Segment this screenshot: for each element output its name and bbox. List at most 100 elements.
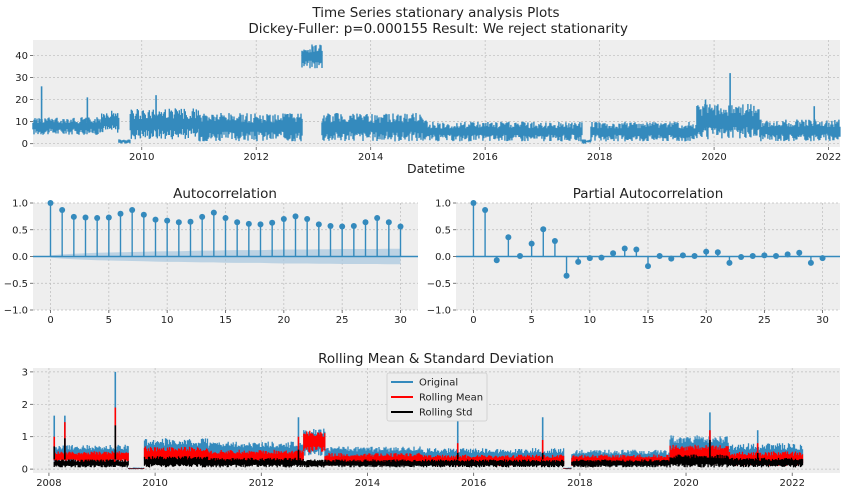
pacf-y-tick-label: −1.0 <box>427 306 451 317</box>
acf-marker <box>187 218 194 225</box>
rolling-y-tick-label: 1 <box>22 432 28 443</box>
pacf-marker <box>610 250 617 257</box>
rolling-y-tick-label: 3 <box>22 367 28 378</box>
pacf-marker <box>505 234 512 241</box>
rolling-x-tick-label: 2020 <box>673 478 698 489</box>
acf-marker <box>70 213 77 220</box>
acf-y-tick-label: 0.5 <box>12 225 28 236</box>
rolling-x-tick-label: 2008 <box>36 478 61 489</box>
pacf-x-tick-label: 30 <box>816 315 829 326</box>
pacf-x-tick-label: 10 <box>583 315 596 326</box>
acf-marker <box>315 221 322 228</box>
acf-marker <box>59 206 66 213</box>
acf-marker <box>269 219 276 226</box>
figure-title-line1: Time Series stationary analysis Plots <box>311 5 559 21</box>
acf-title: Autocorrelation <box>173 186 277 202</box>
pacf-marker <box>773 252 779 259</box>
acf-marker <box>210 209 217 216</box>
legend-rolling-mean-label: Rolling Mean <box>419 393 483 404</box>
acf-marker <box>234 219 241 226</box>
timeseries-x-tick-label: 2022 <box>816 152 841 163</box>
pacf-marker <box>703 248 710 255</box>
pacf-marker <box>796 249 803 256</box>
acf-marker <box>82 214 89 221</box>
acf-marker <box>292 213 299 220</box>
acf-x-ticks: 0 5 10 15 20 25 30 <box>47 310 407 326</box>
acf-marker <box>117 210 124 217</box>
pacf-marker <box>493 257 500 264</box>
acf-marker <box>105 214 112 221</box>
pacf-marker <box>819 255 826 262</box>
pacf-y-tick-label: −0.5 <box>427 279 451 290</box>
acf-marker <box>362 219 369 226</box>
figure-title-line2: Dickey-Fuller: p=0.000155 Result: We rej… <box>244 21 628 37</box>
timeseries-x-tick-label: 2012 <box>243 152 268 163</box>
timeseries-x-tick-label: 2016 <box>472 152 497 163</box>
acf-x-tick-label: 5 <box>106 315 112 326</box>
acf-marker <box>350 223 357 230</box>
acf-marker <box>164 217 171 224</box>
pacf-y-tick-label: 1.0 <box>435 199 451 210</box>
pacf-marker <box>784 251 791 258</box>
rolling-x-tick-label: 2012 <box>249 478 274 489</box>
pacf-y-ticks: −1.0 −0.5 0.0 0.5 1.0 <box>427 199 456 317</box>
pacf-x-tick-label: 25 <box>758 315 771 326</box>
pacf-marker <box>575 258 582 265</box>
timeseries-x-axis-label: Datetime <box>407 161 465 176</box>
pacf-marker <box>726 259 733 266</box>
legend-original-label: Original <box>419 378 458 389</box>
rolling-grid <box>33 368 840 473</box>
pacf-x-tick-label: 5 <box>528 315 534 326</box>
pacf-marker <box>540 226 547 233</box>
acf-marker <box>339 223 346 230</box>
acf-marker <box>47 200 54 206</box>
pacf-panel: Partial Autocorrelation 0 5 10 15 20 25 30 −1.… <box>427 186 840 326</box>
pacf-marker <box>679 252 686 259</box>
timeseries-x-tick-label: 2018 <box>587 152 612 163</box>
acf-stems <box>33 200 418 258</box>
pacf-marker <box>749 252 756 259</box>
acf-marker <box>175 219 182 226</box>
pacf-stems <box>456 200 840 279</box>
acf-x-tick-label: 0 <box>47 315 53 326</box>
pacf-y-tick-label: 0.5 <box>435 225 451 236</box>
pacf-marker <box>807 259 814 266</box>
acf-y-tick-label: 0.0 <box>12 252 28 263</box>
acf-y-tick-label: −0.5 <box>4 279 28 290</box>
rolling-y-tick-label: 2 <box>22 400 28 411</box>
rolling-x-tick-label: 2022 <box>779 478 804 489</box>
legend-box <box>386 372 488 422</box>
rolling-x-ticks: 2008 2010 2012 2014 2016 2018 2020 2022 <box>36 473 805 489</box>
rolling-y-ticks: 0 1 2 3 <box>22 367 33 476</box>
rolling-x-tick-label: 2014 <box>355 478 380 489</box>
acf-x-tick-label: 30 <box>394 315 407 326</box>
acf-y-tick-label: −1.0 <box>4 306 28 317</box>
timeseries-x-tick-label: 2010 <box>129 152 154 163</box>
timeseries-x-tick-label: 2014 <box>358 152 383 163</box>
acf-marker <box>327 223 334 230</box>
timeseries-y-tick-label: 40 <box>15 51 28 62</box>
acf-panel: Autocorrelation 0 5 10 15 20 25 30 −1.0 −0.5 0.0… <box>4 186 418 326</box>
pacf-marker <box>714 249 721 256</box>
acf-marker <box>257 221 264 228</box>
pacf-marker <box>738 254 745 261</box>
acf-marker <box>304 216 311 223</box>
acf-x-tick-label: 25 <box>336 315 349 326</box>
acf-marker <box>140 211 147 218</box>
pacf-marker <box>563 272 570 279</box>
timeseries-line <box>32 44 841 144</box>
pacf-marker <box>645 263 651 270</box>
pacf-marker <box>691 252 698 259</box>
timeseries-y-ticks: 0 10 20 30 40 <box>15 51 33 150</box>
acf-y-ticks: −1.0 −0.5 0.0 0.5 1.0 <box>4 199 33 317</box>
pacf-marker <box>668 255 675 262</box>
pacf-marker <box>586 255 593 262</box>
pacf-x-tick-label: 20 <box>700 315 713 326</box>
timeseries-y-tick-label: 0 <box>22 139 28 150</box>
acf-marker <box>397 223 404 230</box>
pacf-x-ticks: 0 5 10 15 20 25 30 <box>470 310 829 326</box>
rolling-legend: Original Rolling Mean Rolling Std <box>386 372 488 422</box>
pacf-x-tick-label: 15 <box>642 315 655 326</box>
pacf-marker <box>517 252 523 259</box>
pacf-marker <box>528 240 535 247</box>
